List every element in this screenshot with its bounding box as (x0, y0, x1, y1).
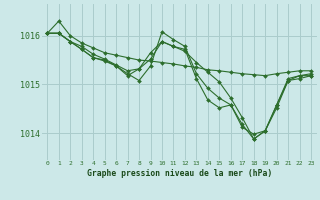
X-axis label: Graphe pression niveau de la mer (hPa): Graphe pression niveau de la mer (hPa) (87, 169, 272, 178)
